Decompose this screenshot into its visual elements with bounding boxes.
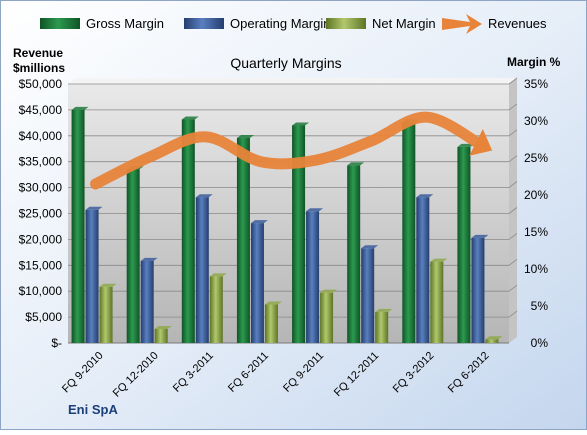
bar-net-margin-fq-9-2010-top bbox=[99, 283, 117, 287]
bar-gross-margin-fq-3-2011-top bbox=[181, 116, 199, 120]
bar-net-margin-fq-12-2011 bbox=[375, 311, 389, 343]
left-tick-label-2: $10,000 bbox=[19, 284, 63, 298]
bar-net-margin-fq-3-2011 bbox=[209, 276, 223, 343]
gridline-depth-7 bbox=[508, 155, 518, 163]
gridline-depth-2 bbox=[508, 284, 518, 292]
bar-gross-margin-fq-9-2010-top bbox=[71, 106, 89, 110]
legend-label-net-margin: Net Margin bbox=[372, 16, 436, 31]
bar-net-margin-fq-3-2012-top bbox=[430, 258, 448, 262]
bar-operating-margin-fq-3-2011-top bbox=[195, 194, 213, 198]
bar-net-margin-fq-12-2010 bbox=[154, 328, 168, 343]
bar-operating-margin-fq-12-2010 bbox=[140, 260, 154, 343]
left-tick-label-5: $25,000 bbox=[19, 207, 63, 221]
legend-swatch-operating-margin bbox=[184, 18, 224, 29]
bar-net-margin-fq-6-2011-top bbox=[264, 301, 282, 305]
left-tick-label-1: $5,000 bbox=[25, 310, 62, 324]
bar-net-margin-fq-12-2010-top bbox=[154, 325, 172, 329]
bar-operating-margin-fq-6-2011-top bbox=[250, 220, 268, 224]
plot-area-top-edge bbox=[68, 78, 517, 84]
bar-net-margin-fq-9-2010 bbox=[99, 286, 113, 343]
gridline-depth-1 bbox=[508, 310, 518, 318]
left-axis-ticks: $- $5,000 $10,000 $15,000 $20,000 $25,000 $30,… bbox=[19, 77, 63, 350]
bar-operating-margin-fq-12-2011-top bbox=[361, 245, 379, 249]
bar-gross-margin-fq-9-2010 bbox=[71, 109, 85, 344]
revenues-line bbox=[90, 111, 493, 190]
bar-operating-margin-fq-6-2012 bbox=[471, 237, 485, 343]
left-tick-label-9: $45,000 bbox=[19, 103, 63, 117]
legend-label-revenues: Revenues bbox=[488, 16, 547, 31]
bar-gross-margin-fq-12-2011-top bbox=[347, 162, 365, 166]
left-tick-label-6: $30,000 bbox=[19, 181, 63, 195]
bar-operating-margin-fq-9-2011-top bbox=[306, 208, 324, 212]
right-tick-label-6: 30% bbox=[524, 114, 548, 128]
bar-gross-margin-fq-6-2011-top bbox=[236, 135, 254, 139]
bar-gross-margin-fq-3-2011 bbox=[181, 119, 195, 344]
legend: Gross Margin Operating Margin Net Margin… bbox=[40, 14, 547, 34]
revenues-arrow-head bbox=[469, 129, 493, 156]
bar-operating-margin-fq-3-2012-top bbox=[416, 194, 434, 198]
bar-gross-margin-fq-3-2012 bbox=[402, 122, 416, 343]
left-axis-label-line-2: $millions bbox=[13, 61, 65, 75]
bar-gross-margin-fq-6-2012-top bbox=[457, 143, 475, 147]
left-tick-label-8: $40,000 bbox=[19, 129, 63, 143]
bar-net-margin-fq-9-2011 bbox=[320, 292, 334, 343]
right-tick-label-5: 25% bbox=[524, 151, 548, 165]
right-axis-ticks: 0% 5% 10% 15% 20% 25% 30% 35% bbox=[524, 77, 548, 350]
legend-swatch-net-margin bbox=[326, 18, 366, 29]
legend-swatch-gross-margin bbox=[40, 18, 80, 29]
right-tick-label-0: 0% bbox=[531, 336, 549, 350]
revenues-line-path bbox=[90, 111, 487, 190]
bar-operating-margin-fq-12-2011 bbox=[361, 248, 375, 343]
bar-net-margin-fq-6-2012-top bbox=[485, 336, 503, 340]
legend-label-operating-margin: Operating Margin bbox=[230, 16, 330, 31]
left-axis-label-line-1: Revenue bbox=[13, 46, 63, 60]
bar-operating-margin-fq-9-2011 bbox=[306, 211, 320, 343]
bar-net-margin-fq-6-2012 bbox=[485, 339, 499, 343]
bar-operating-margin-fq-6-2011 bbox=[250, 223, 264, 343]
left-tick-label-4: $20,000 bbox=[19, 232, 63, 246]
right-tick-label-1: 5% bbox=[531, 299, 549, 313]
bar-operating-margin-fq-9-2010 bbox=[85, 209, 99, 343]
chart-title: Quarterly Margins bbox=[230, 55, 341, 71]
gridline-depth-3 bbox=[508, 258, 518, 266]
bar-gross-margin-fq-6-2011 bbox=[236, 138, 250, 343]
left-tick-label-7: $35,000 bbox=[19, 155, 63, 169]
gridline-depth-8 bbox=[508, 129, 518, 137]
bar-net-margin-fq-12-2011-top bbox=[375, 308, 393, 312]
gridline-depth-9 bbox=[508, 103, 518, 111]
bar-net-margin-fq-3-2011-top bbox=[209, 273, 227, 277]
right-tick-label-2: 10% bbox=[524, 262, 548, 276]
right-axis-label: Margin % bbox=[507, 55, 561, 69]
bars bbox=[71, 106, 503, 344]
gridline-depth-5 bbox=[508, 207, 518, 214]
gridline-depth-10 bbox=[508, 77, 518, 85]
bar-gross-margin-fq-12-2010 bbox=[126, 169, 140, 343]
bar-operating-margin-fq-6-2012-top bbox=[471, 234, 489, 238]
legend-swatch-revenues-arrow-icon bbox=[442, 14, 482, 34]
bar-net-margin-fq-3-2012 bbox=[430, 261, 444, 343]
right-tick-label-7: 35% bbox=[524, 77, 548, 91]
bar-net-margin-fq-6-2011 bbox=[264, 304, 278, 343]
bar-gross-margin-fq-9-2011-top bbox=[292, 122, 310, 126]
legend-label-gross-margin: Gross Margin bbox=[86, 16, 164, 31]
bar-operating-margin-fq-3-2011 bbox=[195, 197, 209, 343]
bar-operating-margin-fq-3-2012 bbox=[416, 197, 430, 343]
bar-gross-margin-fq-9-2011 bbox=[292, 125, 306, 343]
bar-net-margin-fq-9-2011-top bbox=[320, 289, 338, 293]
right-tick-label-4: 20% bbox=[524, 188, 548, 202]
right-tick-label-3: 15% bbox=[524, 225, 548, 239]
bar-operating-margin-fq-12-2010-top bbox=[140, 257, 158, 261]
bar-gross-margin-fq-6-2012 bbox=[457, 146, 471, 343]
bar-operating-margin-fq-9-2010-top bbox=[85, 206, 103, 210]
company-name: Eni SpA bbox=[68, 402, 118, 417]
gridline-depth-6 bbox=[508, 181, 518, 188]
left-tick-label-10: $50,000 bbox=[19, 77, 63, 91]
gridline-depth-4 bbox=[508, 233, 518, 240]
left-tick-label-3: $15,000 bbox=[19, 258, 63, 272]
left-tick-label-0: $- bbox=[51, 336, 62, 350]
bar-gross-margin-fq-12-2011 bbox=[347, 165, 361, 343]
